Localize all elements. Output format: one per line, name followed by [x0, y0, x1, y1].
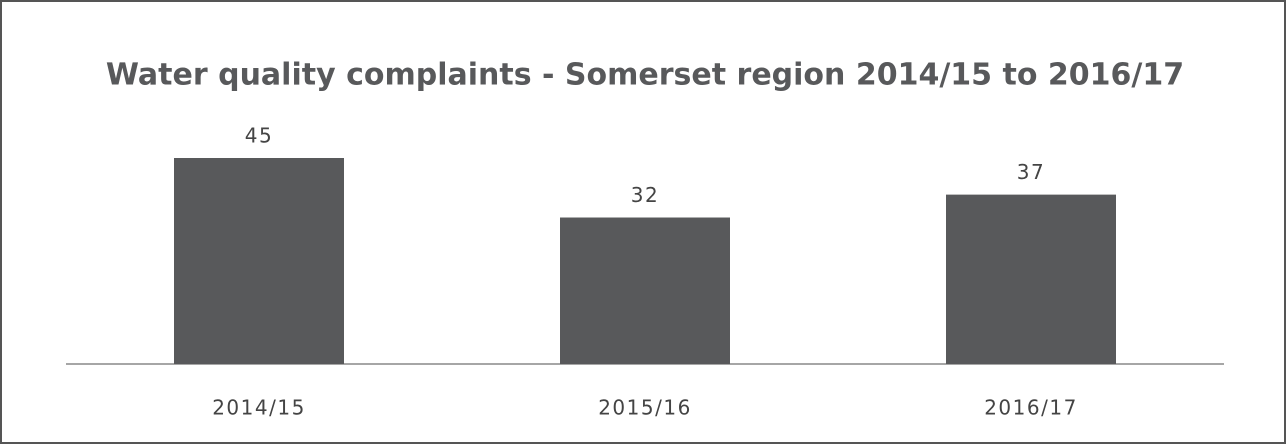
x-tick-label: 2015/16 [598, 396, 692, 420]
bar [946, 194, 1116, 364]
data-label: 45 [245, 124, 273, 148]
x-tick-label: 2014/15 [212, 396, 306, 420]
bar [560, 217, 730, 364]
chart-title: Water quality complaints - Somerset regi… [106, 58, 1184, 93]
data-label: 37 [1017, 160, 1045, 184]
x-tick-label: 2016/17 [984, 396, 1078, 420]
bar [174, 158, 344, 364]
data-label: 32 [631, 183, 659, 207]
